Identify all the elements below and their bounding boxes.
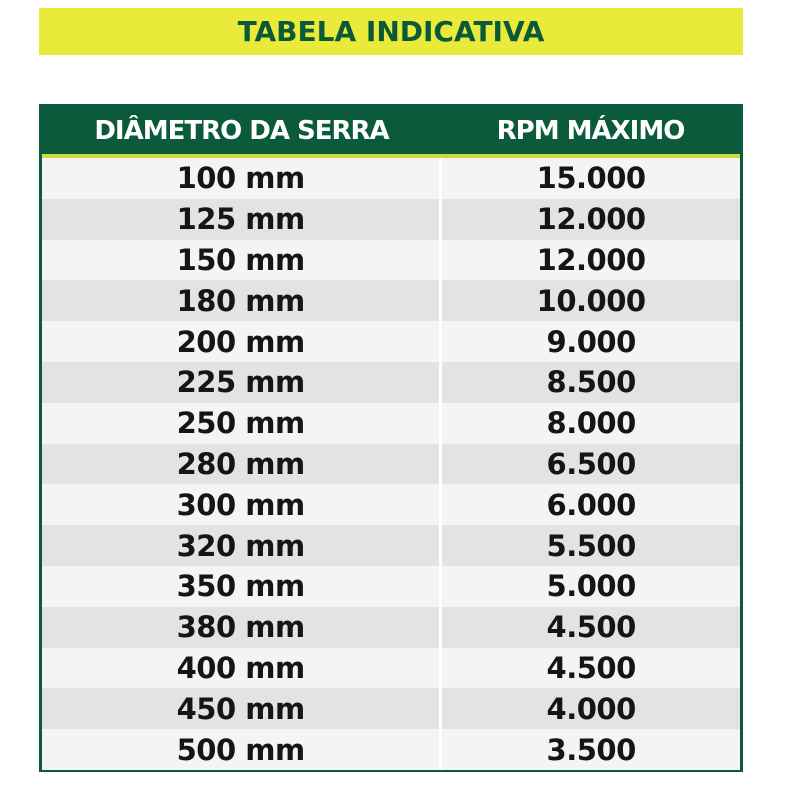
cell-diameter: 450 mm — [176, 691, 306, 726]
cell-rpm: 8.500 — [546, 365, 637, 400]
column-divider — [439, 525, 443, 566]
cell-rpm: 4.500 — [546, 610, 637, 645]
cell-rpm: 10.000 — [536, 283, 646, 318]
table-row: 300 mm 6.000 — [42, 484, 740, 526]
table-row: 180 mm 10.000 — [42, 280, 740, 322]
cell-diameter: 320 mm — [176, 528, 306, 563]
table-row: 250 mm 8.000 — [42, 402, 740, 444]
cell-diameter: 180 mm — [176, 283, 306, 318]
table-row: 500 mm 3.500 — [42, 729, 740, 770]
column-divider — [439, 280, 443, 322]
cell-rpm: 4.000 — [546, 691, 637, 726]
cell-rpm: 8.000 — [546, 406, 637, 441]
cell-rpm: 5.500 — [546, 528, 637, 563]
table-row: 125 mm 12.000 — [42, 198, 740, 240]
cell-diameter: 150 mm — [176, 242, 306, 277]
column-divider — [439, 688, 443, 730]
cell-rpm: 9.000 — [546, 324, 637, 359]
column-divider — [439, 443, 443, 485]
table-row: 280 mm 6.500 — [42, 443, 740, 485]
table-row: 350 mm 5.000 — [42, 565, 740, 607]
cell-diameter: 225 mm — [176, 365, 306, 400]
page-title: TABELA INDICATIVA — [237, 15, 545, 48]
cell-rpm: 5.000 — [546, 569, 637, 604]
cell-diameter: 280 mm — [176, 446, 306, 481]
cell-rpm: 12.000 — [536, 242, 646, 277]
cell-diameter: 400 mm — [176, 650, 306, 685]
column-divider — [439, 239, 443, 281]
table-row: 150 mm 12.000 — [42, 239, 740, 281]
column-divider — [439, 729, 443, 770]
table-row: 380 mm 4.500 — [42, 606, 740, 648]
header-rpm: RPM MÁXIMO — [496, 115, 686, 146]
column-divider — [439, 484, 443, 526]
cell-diameter: 100 mm — [176, 161, 306, 196]
cell-diameter: 125 mm — [176, 202, 306, 237]
column-divider — [439, 606, 443, 648]
table-row: 225 mm 8.500 — [42, 361, 740, 403]
table-row: 200 mm 9.000 — [42, 321, 740, 362]
rpm-table: DIÂMETRO DA SERRA RPM MÁXIMO 100 mm 15.00… — [39, 104, 743, 772]
column-divider — [439, 198, 443, 240]
table-header: DIÂMETRO DA SERRA RPM MÁXIMO — [42, 107, 740, 158]
cell-rpm: 4.500 — [546, 650, 637, 685]
cell-diameter: 500 mm — [176, 732, 306, 767]
cell-rpm: 3.500 — [546, 732, 637, 767]
cell-diameter: 300 mm — [176, 487, 306, 522]
column-divider — [439, 647, 443, 689]
title-banner: TABELA INDICATIVA — [39, 8, 743, 55]
cell-rpm: 12.000 — [536, 202, 646, 237]
column-divider — [439, 402, 443, 444]
table-row: 100 mm 15.000 — [42, 158, 740, 199]
cell-diameter: 380 mm — [176, 610, 306, 645]
table-body: 100 mm 15.000 125 mm 12.000 150 mm 12.000 180 … — [42, 158, 740, 770]
cell-diameter: 200 mm — [176, 324, 306, 359]
cell-rpm: 15.000 — [536, 161, 646, 196]
table-row: 400 mm 4.500 — [42, 647, 740, 689]
cell-diameter: 250 mm — [176, 406, 306, 441]
table-row: 450 mm 4.000 — [42, 688, 740, 730]
table-row: 320 mm 5.500 — [42, 525, 740, 566]
header-diameter: DIÂMETRO DA SERRA — [94, 115, 389, 146]
cell-rpm: 6.500 — [546, 446, 637, 481]
column-divider — [439, 321, 443, 362]
column-divider — [439, 565, 443, 607]
column-divider — [439, 361, 443, 403]
column-divider — [439, 158, 443, 199]
cell-diameter: 350 mm — [176, 569, 306, 604]
cell-rpm: 6.000 — [546, 487, 637, 522]
